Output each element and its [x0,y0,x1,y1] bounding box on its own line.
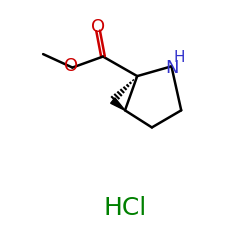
Text: H: H [173,50,184,64]
Polygon shape [111,98,125,110]
Text: N: N [165,58,179,76]
Text: O: O [91,18,105,36]
Text: HCl: HCl [104,196,146,220]
Text: O: O [64,57,78,75]
